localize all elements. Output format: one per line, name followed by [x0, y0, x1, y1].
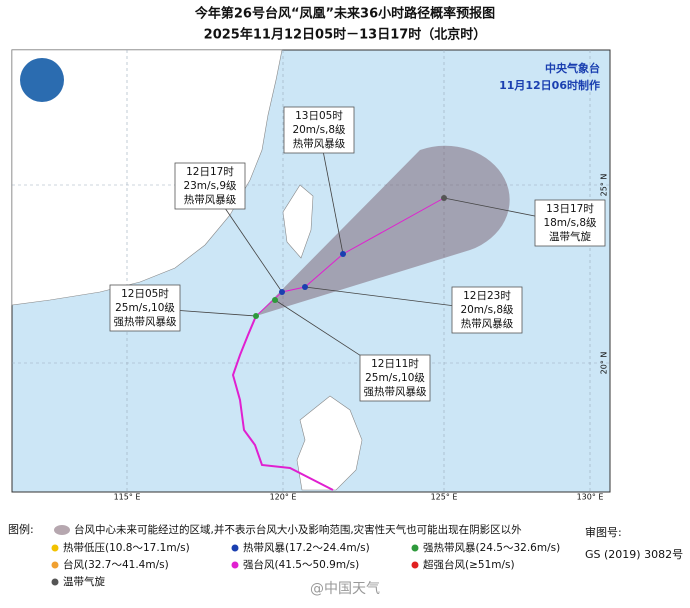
forecast-category: 热带风暴级 — [184, 193, 237, 206]
forecast-wind: 25m/s,10级 — [365, 372, 425, 384]
forecast-box — [451, 286, 523, 334]
forecast-time: 12日05时 — [121, 288, 169, 300]
legend-cone: 台风中心未来可能经过的区域,并不表示台风大小及影响范围,灾害性天气也可能出现在阴… — [74, 523, 522, 536]
legend-label: 热带风暴(17.2～24.4m/s) — [243, 541, 370, 554]
legend-swatch — [51, 578, 59, 586]
probability-cone — [256, 145, 510, 316]
title: 今年第26号台风“凤凰”未来36小时路径概率预报图 — [194, 6, 495, 22]
lon-label: 125° E — [431, 493, 458, 502]
legend-swatch — [411, 544, 419, 552]
forecast-time: 12日17时 — [186, 166, 234, 178]
forecast-category: 强热带风暴级 — [364, 385, 427, 398]
legend-label: 强台风(41.5～50.9m/s) — [243, 558, 359, 571]
lat-label: 20° N — [600, 352, 609, 375]
legend-heading: 图例: — [8, 522, 34, 536]
forecast-wind: 18m/s,8级 — [543, 217, 597, 229]
mainland — [11, 49, 283, 306]
luzon — [296, 395, 363, 491]
legend-swatch — [231, 561, 239, 569]
graticule — [12, 50, 610, 492]
legend-swatch — [411, 561, 419, 569]
forecast-wind: 20m/s,8级 — [292, 124, 346, 136]
review-label: 审图号: — [585, 525, 622, 539]
forecast-box — [534, 199, 606, 247]
legend-swatch — [231, 544, 239, 552]
forecast-category: 强热带风暴级 — [114, 315, 177, 328]
forecast-time: 13日17时 — [546, 203, 594, 215]
forecast-point — [340, 251, 346, 257]
forecast-wind: 25m/s,10级 — [115, 302, 175, 314]
forecast-category: 热带风暴级 — [293, 137, 346, 150]
forecast-time: 13日05时 — [295, 110, 343, 122]
forecast-box — [174, 162, 246, 210]
past-track — [231, 315, 334, 491]
watermark: @中国天气 — [310, 581, 380, 597]
forecast-box — [283, 106, 355, 154]
legend-label: 强热带风暴(24.5～32.6m/s) — [423, 541, 560, 554]
forecast-wind: 23m/s,9级 — [183, 180, 237, 192]
legend-cone-swatch — [54, 525, 70, 535]
forecast-point — [272, 297, 278, 303]
review-number: GS (2019) 3082号 — [585, 548, 683, 561]
legend-swatch — [51, 544, 59, 552]
forecast-box — [359, 354, 431, 402]
forecast-point — [279, 289, 285, 295]
forecast-point — [302, 284, 308, 290]
legend-label: 温带气旋 — [63, 575, 105, 588]
lat-label: 25° N — [600, 174, 609, 197]
lon-label: 130° E — [577, 493, 604, 502]
issued: 11月12日06时制作 — [499, 78, 600, 92]
legend-label: 超强台风(≥51m/s) — [423, 558, 515, 571]
forecast-box — [109, 284, 181, 332]
forecast-point — [441, 195, 447, 201]
forecast-wind: 20m/s,8级 — [460, 304, 514, 316]
lon-label: 115° E — [114, 493, 141, 502]
lon-label: 120° E — [270, 493, 297, 502]
legend-label: 热带低压(10.8～17.1m/s) — [63, 541, 190, 554]
logo — [20, 58, 64, 102]
forecast-time: 12日23时 — [463, 290, 511, 302]
forecast-category: 热带风暴级 — [461, 317, 514, 330]
forecast-time: 12日11时 — [371, 358, 419, 370]
subtitle: 2025年11月12日05时－13日17时（北京时） — [204, 27, 487, 43]
forecast-category: 温带气旋 — [549, 230, 591, 243]
legend-label: 台风(32.7～41.4m/s) — [63, 558, 169, 571]
forecast-point — [253, 313, 259, 319]
agency: 中央气象台 — [545, 61, 600, 75]
legend-swatch — [51, 561, 59, 569]
